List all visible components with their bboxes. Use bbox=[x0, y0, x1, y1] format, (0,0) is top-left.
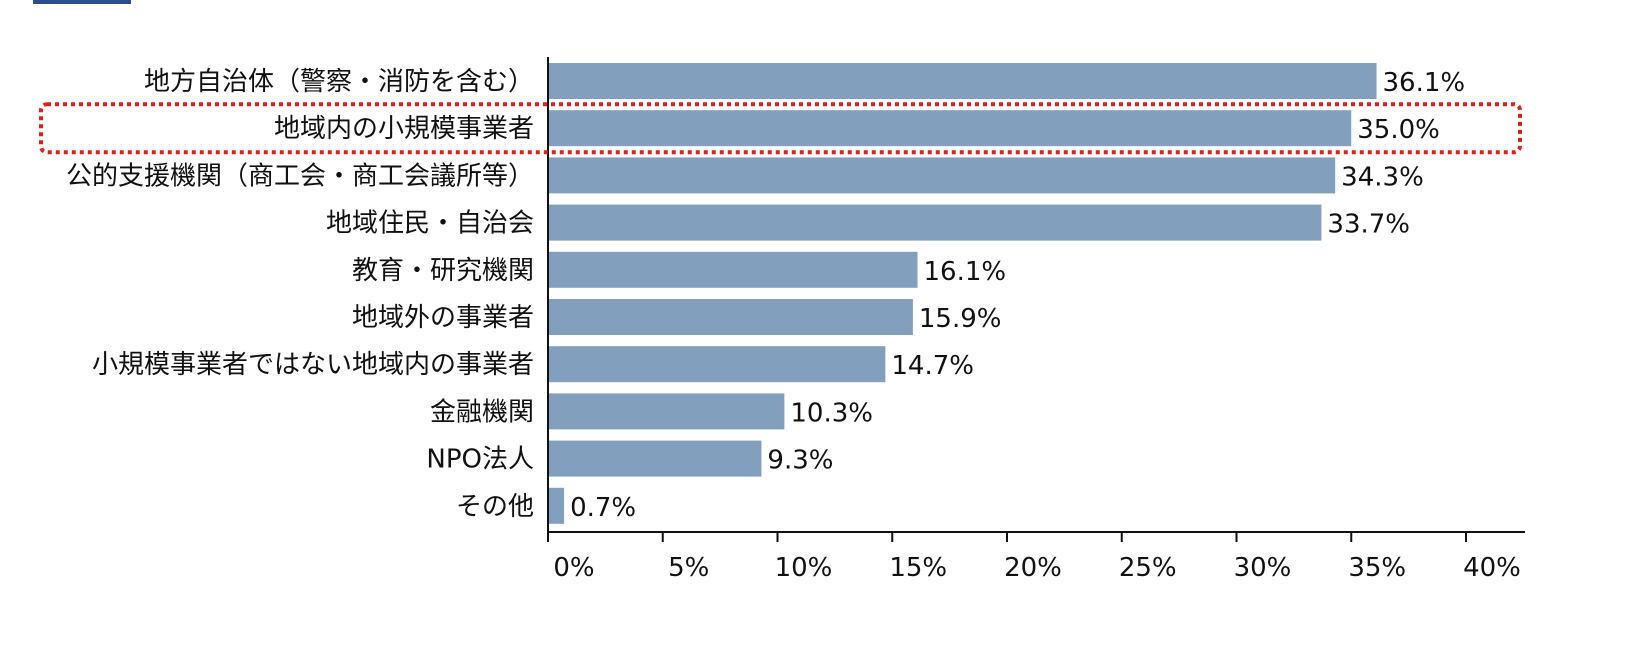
bar-5 bbox=[548, 299, 913, 335]
bar-3 bbox=[548, 204, 1322, 241]
category-label-4: 教育・研究機関 bbox=[352, 256, 534, 286]
corner-tab-decoration bbox=[33, 0, 131, 4]
labels-group: 地方自治体（警察・消防を含む） 36.1% 地域内の小規模事業者 35.0% 公的支援機… bbox=[66, 67, 1521, 583]
value-label-9: 0.7% bbox=[570, 493, 636, 523]
x-tick-label-0: 0% bbox=[553, 553, 594, 583]
bar-4 bbox=[548, 251, 918, 288]
x-tick-label-3: 15% bbox=[889, 553, 947, 583]
value-label-5: 15.9% bbox=[919, 304, 1002, 334]
category-label-7: 金融機関 bbox=[430, 397, 534, 427]
bar-1 bbox=[548, 110, 1352, 147]
value-label-7: 10.3% bbox=[790, 398, 873, 428]
x-tick-label-7: 35% bbox=[1348, 553, 1406, 583]
category-label-9: その他 bbox=[456, 492, 534, 522]
category-label-0: 地方自治体（警察・消防を含む） bbox=[144, 67, 534, 97]
value-label-0: 36.1% bbox=[1382, 68, 1465, 98]
x-tick-label-5: 25% bbox=[1119, 553, 1177, 583]
bar-7 bbox=[548, 393, 785, 430]
category-label-8: NPO法人 bbox=[426, 445, 534, 475]
x-tick-label-6: 30% bbox=[1234, 553, 1292, 583]
value-label-3: 33.7% bbox=[1327, 210, 1410, 240]
bar-9 bbox=[548, 487, 565, 524]
value-label-2: 34.3% bbox=[1341, 162, 1424, 192]
value-label-8: 9.3% bbox=[767, 446, 833, 476]
value-label-1: 35.0% bbox=[1357, 115, 1440, 145]
category-label-5: 地域外の事業者 bbox=[352, 303, 534, 333]
x-tick-label-2: 10% bbox=[775, 553, 833, 583]
value-label-4: 16.1% bbox=[923, 257, 1006, 287]
value-label-6: 14.7% bbox=[891, 351, 974, 381]
category-label-1: 地域内の小規模事業者 bbox=[274, 114, 534, 144]
bar-6 bbox=[548, 346, 886, 383]
category-label-2: 公的支援機関（商工会・商工会議所等） bbox=[66, 161, 534, 191]
x-tick-label-4: 20% bbox=[1004, 553, 1062, 583]
x-tick-label-8: 40% bbox=[1463, 553, 1521, 583]
category-label-6: 小規模事業者ではない地域内の事業者 bbox=[92, 350, 534, 380]
category-label-3: 地域住民・自治会 bbox=[326, 209, 534, 239]
x-tick-label-1: 5% bbox=[668, 553, 709, 583]
bars-group bbox=[548, 63, 1377, 524]
axes-group bbox=[547, 57, 1525, 542]
bar-0 bbox=[548, 63, 1377, 99]
bar-8 bbox=[548, 440, 762, 477]
bar-2 bbox=[548, 157, 1336, 194]
